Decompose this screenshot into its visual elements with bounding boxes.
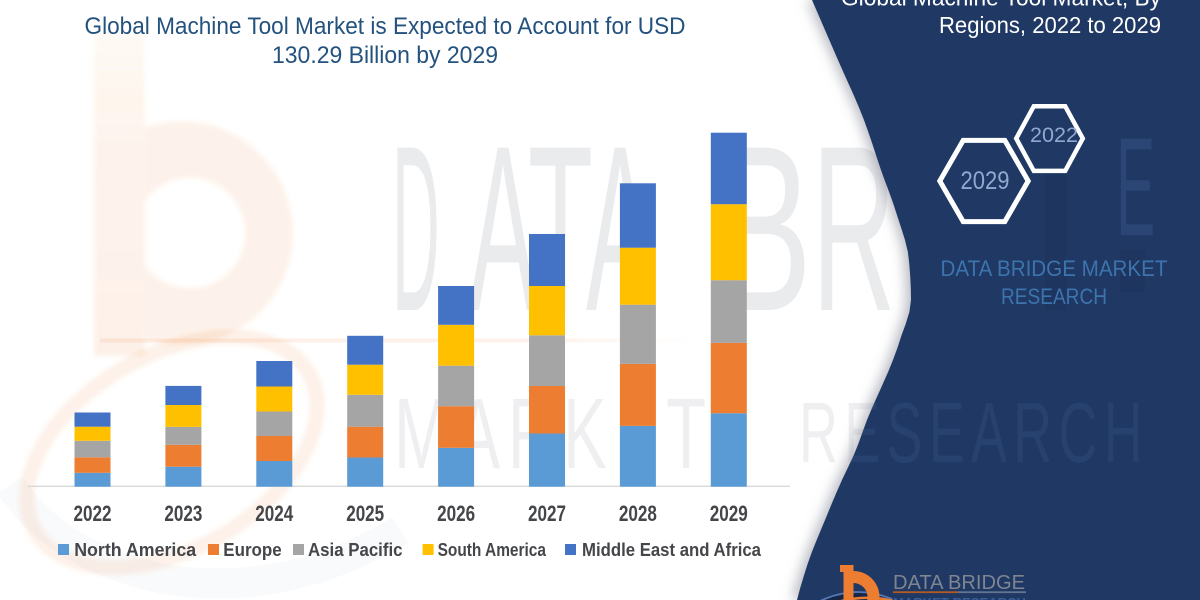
- svg-text:A: A: [469, 98, 537, 360]
- svg-text:D: D: [392, 96, 440, 360]
- svg-text:2024: 2024: [255, 501, 294, 526]
- svg-text:North America: North America: [74, 540, 197, 560]
- svg-text:130.29 Billion by 2029: 130.29 Billion by 2029: [272, 42, 498, 69]
- svg-text:2029: 2029: [710, 501, 748, 526]
- svg-text:Middle East and Africa: Middle East and Africa: [582, 540, 762, 560]
- svg-text:2023: 2023: [164, 501, 202, 526]
- svg-text:2029: 2029: [961, 167, 1010, 195]
- svg-text:2028: 2028: [619, 501, 657, 526]
- svg-text:2026: 2026: [437, 501, 475, 526]
- svg-text:Asia Pacific: Asia Pacific: [308, 540, 403, 560]
- svg-text:2027: 2027: [528, 501, 566, 526]
- svg-text:MARKET RESEARCH: MARKET RESEARCH: [893, 596, 1026, 600]
- svg-text:Global Machine Tool Market is: Global Machine Tool Market is Expected t…: [85, 13, 686, 40]
- svg-text:RESEARCH: RESEARCH: [1001, 284, 1107, 309]
- svg-text:2022: 2022: [1030, 124, 1078, 147]
- svg-text:Regions, 2022 to 2029: Regions, 2022 to 2029: [939, 12, 1161, 38]
- svg-text:Global Machine Tool Market, By: Global Machine Tool Market, By: [841, 0, 1161, 11]
- svg-text:E: E: [1116, 109, 1155, 265]
- svg-text:2025: 2025: [346, 501, 384, 526]
- svg-text:Europe: Europe: [223, 540, 281, 560]
- svg-text:South America: South America: [438, 540, 547, 560]
- svg-text:DATA BRIDGE MARKET: DATA BRIDGE MARKET: [941, 256, 1168, 281]
- svg-text:DATA BRIDGE: DATA BRIDGE: [893, 572, 1025, 594]
- svg-text:2022: 2022: [74, 501, 112, 526]
